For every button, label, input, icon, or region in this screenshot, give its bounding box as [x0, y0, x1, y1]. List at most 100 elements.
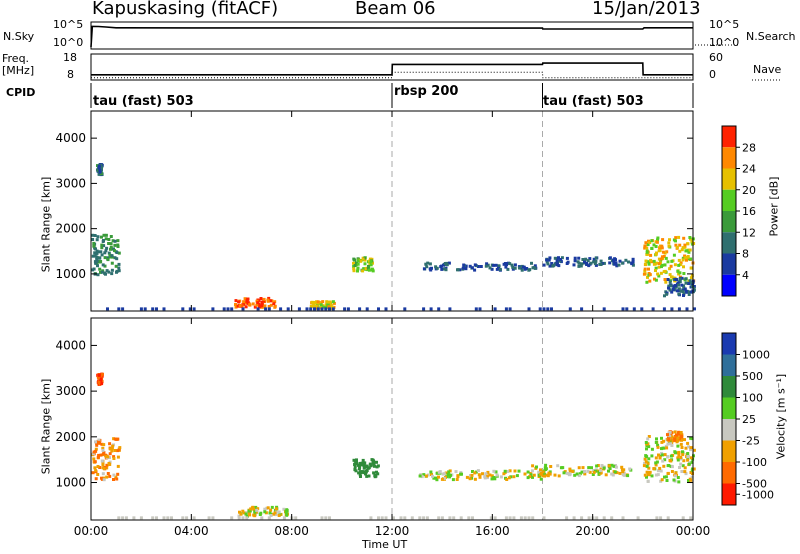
data-cell: [663, 453, 667, 457]
data-cell: [353, 463, 357, 466]
data-cell: [546, 307, 550, 311]
data-cell: [680, 470, 684, 473]
data-cell: [166, 516, 170, 520]
data-cell: [542, 307, 546, 311]
data-cell: [95, 255, 99, 259]
data-cell: [596, 464, 600, 467]
data-cell: [361, 269, 365, 273]
data-cell: [116, 464, 120, 468]
data-cell: [111, 444, 115, 448]
data-cell: [251, 302, 255, 306]
data-cell: [247, 511, 251, 515]
data-cell: [503, 469, 507, 473]
data-cell: [363, 262, 367, 266]
data-cell: [656, 469, 660, 473]
data-cell: [352, 269, 356, 273]
data-cell: [656, 238, 659, 242]
data-cell: [93, 234, 97, 237]
data-cell: [256, 307, 260, 311]
data-cell: [584, 257, 588, 261]
data-cell: [248, 513, 252, 517]
data-cell: [114, 475, 118, 479]
data-cell: [430, 473, 433, 476]
data-cell: [683, 243, 687, 247]
freq-label-2: [MHz]: [2, 64, 35, 77]
data-cell: [660, 440, 664, 444]
data-cell: [490, 267, 494, 271]
data-cell: [669, 264, 673, 268]
data-cell: [264, 307, 268, 311]
data-cell: [237, 300, 241, 304]
data-cell: [669, 459, 673, 463]
data-cell: [505, 263, 508, 266]
data-cell: [675, 289, 679, 293]
data-cell: [375, 470, 378, 474]
data-cell: [259, 511, 263, 515]
data-cell: [468, 264, 472, 268]
data-cell: [520, 268, 524, 272]
data-cell: [662, 307, 666, 311]
data-cell: [555, 263, 559, 267]
data-cell: [667, 438, 671, 442]
data-cell: [118, 446, 122, 450]
data-cell: [666, 516, 670, 520]
data-cell: [504, 307, 508, 311]
data-cell: [532, 473, 536, 477]
data-cell: [663, 251, 667, 255]
data-cell: [94, 447, 98, 451]
colorbar-tick-label: 12: [742, 226, 756, 239]
data-cell: [369, 263, 373, 267]
data-cell: [92, 244, 96, 248]
data-cell: [455, 478, 459, 481]
data-cell: [644, 241, 648, 245]
data-cell: [644, 262, 648, 266]
data-cell: [369, 464, 373, 468]
data-cell: [101, 462, 105, 466]
data-cell: [690, 285, 694, 288]
data-cell: [360, 461, 364, 465]
data-cell: [504, 265, 508, 269]
data-cell: [93, 254, 97, 258]
data-cell: [614, 258, 617, 262]
nave-tick-top: 60: [709, 51, 723, 64]
data-cell: [573, 259, 577, 263]
data-cell: [259, 297, 263, 300]
data-cell: [113, 239, 117, 243]
data-cell: [98, 169, 102, 173]
data-cell: [693, 307, 696, 311]
data-cell: [548, 264, 552, 268]
data-cell: [476, 469, 480, 473]
data-cell: [689, 266, 693, 270]
data-cell: [650, 239, 654, 243]
data-cell: [366, 266, 370, 270]
data-cell: [556, 464, 560, 468]
data-cell: [96, 473, 100, 476]
data-cell: [568, 469, 572, 473]
data-cell: [663, 475, 666, 479]
data-cell: [686, 242, 690, 246]
data-cell: [528, 475, 532, 479]
data-cell: [644, 441, 648, 444]
data-cell: [505, 478, 509, 481]
colorbar-tick-label: 8: [742, 248, 749, 261]
data-cell: [508, 262, 512, 266]
data-cell: [425, 516, 429, 520]
colorbar-segment: [722, 126, 736, 148]
data-cell: [372, 460, 376, 464]
data-cell: [689, 456, 693, 460]
data-cell: [660, 478, 664, 482]
data-cell: [523, 516, 527, 520]
data-cell: [511, 265, 515, 269]
data-cell: [328, 516, 331, 520]
data-cell: [96, 260, 100, 264]
data-cell: [682, 272, 686, 275]
data-cell: [670, 307, 674, 311]
data-cell: [355, 261, 358, 265]
x-tick-label: 04:00: [174, 524, 209, 538]
data-cell: [94, 252, 98, 256]
data-cell: [672, 478, 676, 482]
data-cell: [577, 466, 581, 470]
data-cell: [110, 268, 114, 272]
data-cell: [687, 250, 691, 254]
data-cell: [331, 300, 335, 304]
